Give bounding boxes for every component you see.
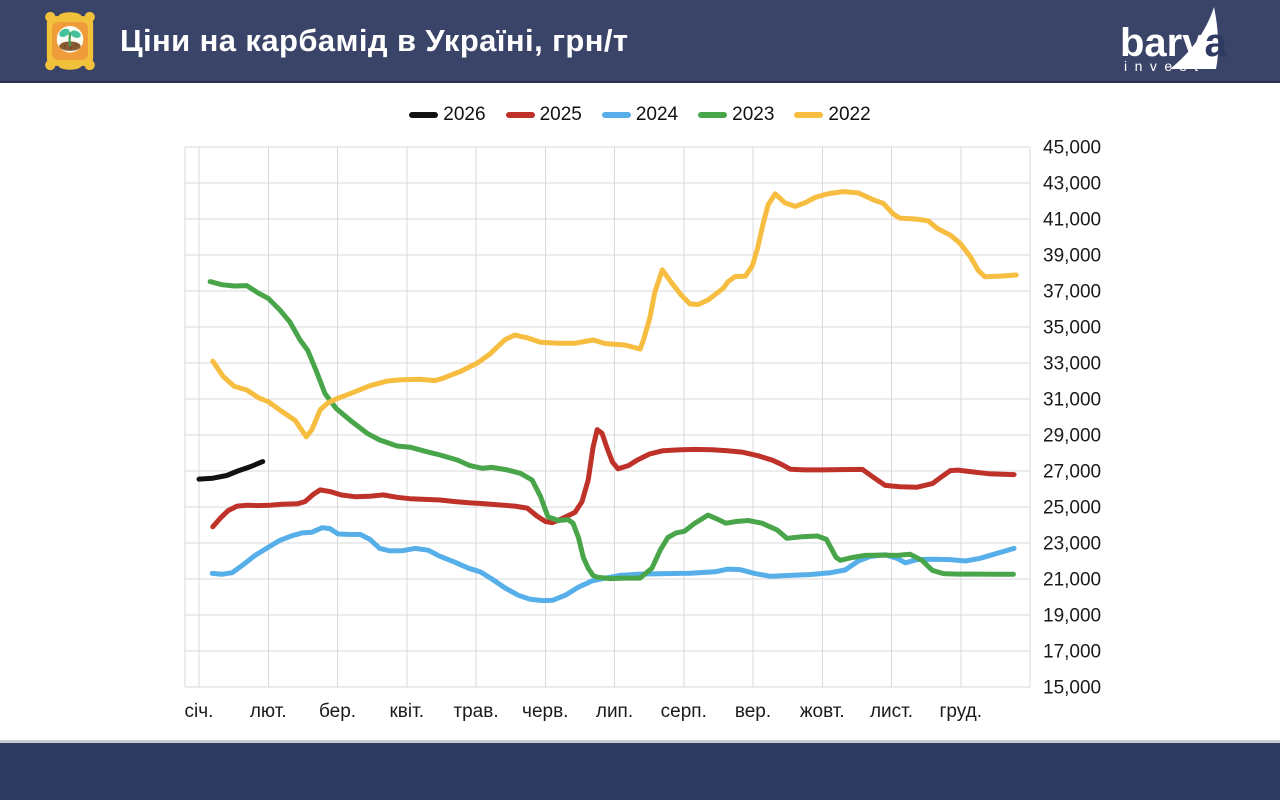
- legend-label: 2026: [443, 104, 486, 125]
- series-line-2025: [210, 427, 1017, 530]
- series-line-2022: [210, 189, 1019, 440]
- legend-item-2022: 2022: [794, 104, 871, 126]
- x-axis-label: черв.: [522, 701, 568, 722]
- legend-swatch: [409, 112, 439, 118]
- series-line-2023: [207, 279, 1016, 582]
- legend-item-2025: 2025: [505, 104, 582, 126]
- legend-item-2026: 2026: [409, 104, 486, 126]
- x-axis-label: бер.: [319, 701, 356, 722]
- page-title: Ціни на карбамід в Україні, грн/т: [120, 22, 629, 58]
- x-axis-label: серп.: [661, 701, 707, 722]
- x-axis-label: квіт.: [389, 701, 424, 722]
- x-axis-label: січ.: [185, 701, 214, 722]
- logo-subtext: invest: [1124, 58, 1206, 74]
- footer-bar: [0, 740, 1280, 800]
- x-axis-label: лист.: [870, 701, 913, 722]
- legend-swatch: [794, 112, 824, 118]
- legend-label: 2023: [732, 104, 775, 125]
- series-line-2026: [196, 459, 266, 482]
- x-axis-label: лип.: [596, 701, 633, 722]
- y-axis-label: 45,000: [1043, 138, 1101, 159]
- x-axis-label: груд.: [939, 701, 982, 722]
- x-axis-label: вер.: [735, 701, 771, 722]
- x-axis-label: трав.: [453, 701, 498, 722]
- x-axis-label: лют.: [250, 701, 287, 722]
- x-axis-label: жовт.: [800, 701, 845, 722]
- header: Ціни на карбамід в Україні, грн/т barva …: [0, 0, 1280, 83]
- price-chart: 15,000 17,000 19,000 21,000 23,000 25,000 27,0…: [184, 138, 1101, 722]
- y-axis-label: 41,000: [1043, 210, 1101, 231]
- y-axis-label: 17,000: [1043, 642, 1101, 663]
- fertilizer-bag-icon: [45, 11, 95, 71]
- logo-text-last: a: [1205, 21, 1228, 65]
- barva-invest-logo: barva invest: [1120, 7, 1228, 74]
- legend-label: 2022: [828, 104, 871, 125]
- y-axis-label: 15,000: [1043, 678, 1101, 699]
- y-axis-label: 29,000: [1043, 426, 1101, 447]
- y-axis-label: 43,000: [1043, 174, 1101, 195]
- legend-swatch: [601, 112, 631, 118]
- y-axis-label: 33,000: [1043, 354, 1101, 375]
- svg-text:barva: barva: [1120, 21, 1228, 65]
- y-axis-label: 39,000: [1043, 246, 1101, 267]
- y-axis-label: 27,000: [1043, 462, 1101, 483]
- y-axis-label: 35,000: [1043, 318, 1101, 339]
- legend-swatch: [505, 112, 535, 118]
- legend-label: 2025: [539, 104, 582, 125]
- sail-icon: [1170, 7, 1219, 69]
- y-axis-label: 19,000: [1043, 606, 1101, 627]
- legend-label: 2024: [635, 104, 679, 125]
- legend-swatch: [698, 112, 728, 118]
- legend-item-2023: 2023: [698, 104, 774, 126]
- y-axis-label: 21,000: [1043, 570, 1101, 591]
- y-axis-label: 31,000: [1043, 390, 1101, 411]
- logo-text-main: barv: [1120, 21, 1205, 65]
- series-line-2024: [209, 525, 1017, 604]
- legend-item-2024: 2024: [601, 104, 679, 126]
- y-axis-label: 25,000: [1043, 498, 1101, 519]
- chart-legend: 2026 2025 2024 2023 2022: [0, 104, 1280, 126]
- y-axis-label: 37,000: [1043, 282, 1101, 303]
- y-axis-label: 23,000: [1043, 534, 1101, 555]
